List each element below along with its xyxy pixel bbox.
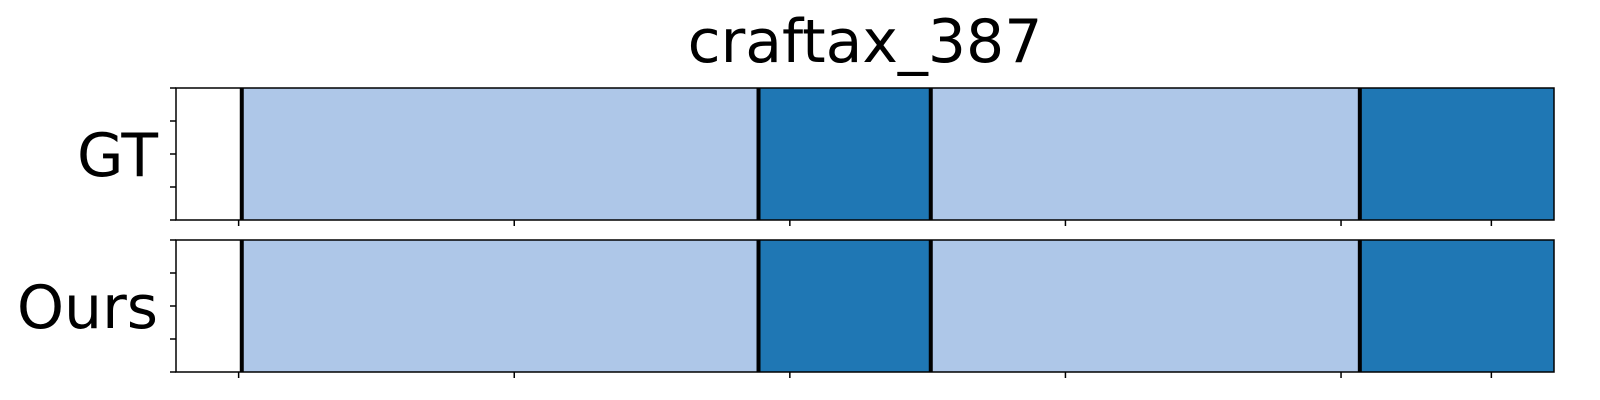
segment-bar (758, 88, 931, 220)
row-label: GT (77, 121, 158, 191)
row-label: Ours (17, 273, 158, 343)
panel-0: GT (77, 87, 1555, 226)
segment-bar (930, 88, 1360, 220)
segment-bar (930, 240, 1360, 372)
segment-bar (241, 88, 759, 220)
segment-bar (758, 240, 931, 372)
segment-bar (241, 240, 759, 372)
segment-bar (1359, 88, 1554, 220)
segment-bar (1359, 240, 1554, 372)
chart-title: craftax_387 (688, 7, 1043, 77)
panel-1: Ours (17, 239, 1555, 378)
chart-panels: GT Ours (17, 87, 1555, 378)
